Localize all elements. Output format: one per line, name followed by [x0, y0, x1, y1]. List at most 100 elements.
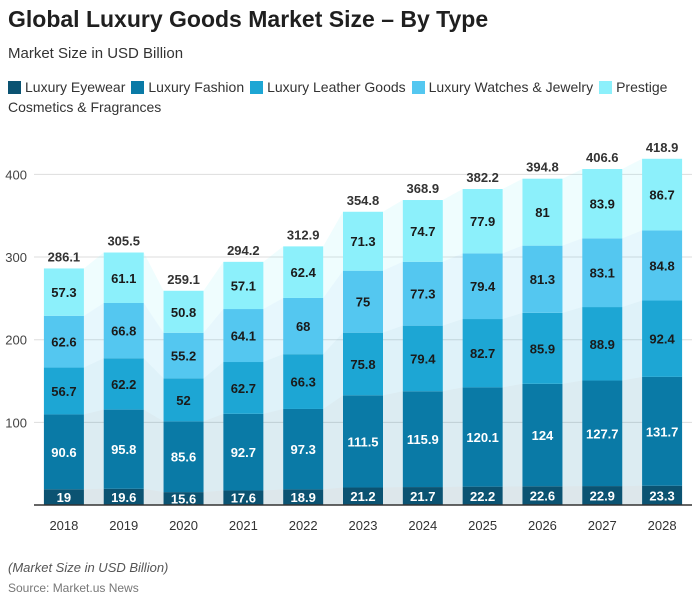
bar-total-label: 406.6 — [586, 150, 619, 165]
connector-band — [203, 261, 224, 333]
connector-band — [562, 307, 583, 384]
connector-band — [263, 489, 284, 505]
bar-segment-luxury-leather-goods — [43, 367, 84, 415]
chart-title: Global Luxury Goods Market Size – By Typ… — [8, 6, 489, 32]
bar-value-label: 79.4 — [410, 351, 436, 366]
legend-label: Prestige Cosmetics & Fragrances — [8, 79, 668, 115]
bar-value-label: 75.8 — [350, 357, 375, 372]
bar-value-label: 22.2 — [470, 489, 495, 504]
bar-segment-luxury-leather-goods — [103, 358, 144, 410]
bar-value-label: 77.3 — [410, 287, 435, 302]
bar-segment-luxury-watches-and-jewelry — [343, 270, 383, 333]
connector-band — [143, 303, 164, 379]
legend-swatch — [8, 81, 21, 94]
legend-item-luxury-watches-and-jewelry: Luxury Watches & Jewelry — [411, 79, 593, 95]
bar-segment-prestige-cosmetics-and-fragrances — [103, 252, 144, 304]
connector-band — [263, 354, 284, 414]
bar-value-label: 15.6 — [171, 492, 196, 507]
x-tick-label: 2020 — [169, 518, 198, 533]
bar-value-label: 64.1 — [231, 329, 256, 344]
bar-value-label: 22.9 — [590, 489, 615, 504]
bar-value-label: 74.7 — [410, 224, 435, 239]
bar-value-label: 71.3 — [350, 234, 375, 249]
connector-band — [143, 358, 164, 422]
bar-segment-luxury-fashion — [582, 380, 623, 487]
bar-segment-luxury-leather-goods — [462, 319, 503, 388]
legend-label: Luxury Eyewear — [25, 79, 126, 95]
bar-value-label: 50.8 — [171, 305, 196, 320]
connector-band — [442, 387, 463, 488]
bar-value-label: 127.7 — [586, 426, 619, 441]
connector-band — [502, 312, 523, 388]
bar-value-label: 68 — [296, 319, 310, 334]
bar-value-label: 57.1 — [231, 278, 256, 293]
connector-band — [383, 200, 403, 271]
bar-segment-luxury-watches-and-jewelry — [402, 261, 443, 326]
bar-segment-luxury-watches-and-jewelry — [582, 238, 623, 308]
connector-band — [622, 376, 643, 487]
x-tick-label: 2024 — [408, 518, 437, 533]
bar-segment-prestige-cosmetics-and-fragrances — [43, 268, 84, 316]
bar-value-label: 92.4 — [649, 332, 675, 347]
bar-value-label: 62.2 — [111, 377, 136, 392]
chart-subtitle: Market Size in USD Billion — [8, 45, 184, 62]
connector-band — [442, 189, 463, 262]
legend-swatch — [411, 81, 425, 94]
bar-segment-luxury-eyewear — [642, 485, 683, 505]
bar-segment-luxury-watches-and-jewelry — [642, 230, 683, 301]
bar-value-label: 92.7 — [231, 445, 256, 460]
y-tick-label: 100 — [5, 415, 27, 430]
bar-value-label: 97.3 — [291, 442, 316, 457]
connector-band — [323, 270, 343, 355]
connector-band — [502, 245, 523, 320]
bar-value-label: 62.4 — [291, 265, 317, 280]
bar-value-label: 23.3 — [649, 488, 674, 503]
bar-segment-luxury-leather-goods — [163, 378, 204, 422]
bar-value-label: 61.1 — [111, 271, 136, 286]
connector-band — [622, 485, 643, 505]
y-tick-label: 400 — [5, 167, 27, 182]
bar-value-label: 21.7 — [410, 489, 435, 504]
connector-band — [502, 486, 523, 505]
legend-item-luxury-fashion: Luxury Fashion — [131, 79, 244, 95]
bar-segment-luxury-eyewear — [103, 488, 144, 505]
bar-segment-prestige-cosmetics-and-fragrances — [223, 261, 264, 310]
bar-value-label: 95.8 — [111, 442, 136, 457]
connector-band — [83, 252, 104, 316]
connector-band — [263, 408, 284, 491]
connector-band — [502, 178, 523, 254]
bar-segment-luxury-fashion — [402, 391, 443, 488]
bar-segment-luxury-fashion — [283, 408, 324, 490]
bar-total-label: 259.1 — [167, 272, 200, 287]
connector-band — [83, 488, 104, 505]
connector-band — [263, 246, 284, 310]
connector-band — [562, 380, 583, 487]
bar-segment-luxury-leather-goods — [402, 325, 443, 392]
bar-value-label: 86.7 — [649, 188, 674, 203]
bar-segment-luxury-eyewear — [223, 490, 264, 505]
connector-band — [323, 332, 343, 409]
bar-value-label: 124 — [532, 428, 554, 443]
bar-value-label: 52 — [176, 393, 190, 408]
x-tick-label: 2026 — [528, 518, 557, 533]
bar-total-label: 394.8 — [526, 160, 559, 175]
source-credit: Source: Market.us News — [8, 581, 139, 595]
connector-band — [562, 169, 583, 246]
connector-band — [83, 303, 104, 368]
bar-segment-luxury-eyewear — [43, 489, 84, 505]
bar-value-label: 79.4 — [470, 279, 496, 294]
bar-value-label: 115.9 — [407, 432, 439, 447]
bar-segment-luxury-fashion — [163, 421, 204, 493]
bar-value-label: 81.3 — [530, 272, 555, 287]
connector-band — [203, 362, 224, 422]
bar-value-label: 17.6 — [231, 491, 256, 506]
bar-value-label: 56.7 — [51, 384, 76, 399]
bar-segment-luxury-watches-and-jewelry — [163, 332, 204, 379]
connector-band — [143, 252, 164, 333]
bar-value-label: 62.6 — [51, 335, 76, 350]
bar-value-label: 57.3 — [51, 285, 76, 300]
bar-value-label: 66.8 — [111, 324, 136, 339]
connector-band — [383, 261, 403, 333]
connector-band — [383, 391, 403, 488]
bar-value-label: 66.3 — [291, 375, 316, 390]
